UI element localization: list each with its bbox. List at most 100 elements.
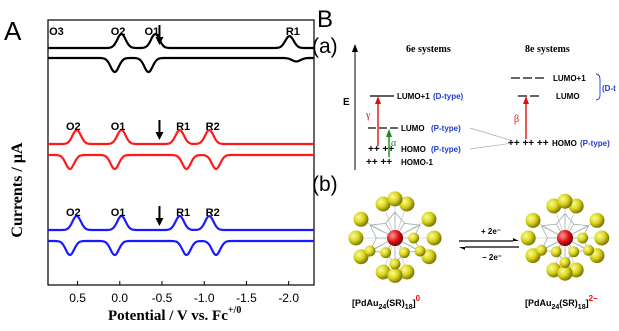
au-atom xyxy=(380,247,392,259)
au-atom xyxy=(568,246,580,258)
au-atom xyxy=(387,267,403,283)
au-atom xyxy=(421,249,437,265)
au-atom xyxy=(535,244,547,256)
bond xyxy=(369,224,377,239)
formula-left: [PdAu24(SR)18]0 xyxy=(352,294,421,311)
scan-arrow-head xyxy=(155,37,164,45)
x-tick-label: -1.0 xyxy=(194,291,215,305)
energy-axis: E xyxy=(343,44,358,170)
x-tick-labels: 0.5 0.0 -0.5 -1.0 -1.5 -2.0 xyxy=(69,291,299,305)
scan-arrow-head xyxy=(155,132,164,140)
au-atom xyxy=(399,196,415,212)
x-tick-marks xyxy=(77,281,290,285)
au-atom xyxy=(353,249,369,265)
bond xyxy=(541,225,548,239)
bond xyxy=(573,223,589,227)
au-atom xyxy=(353,211,369,227)
electrons-homo-6e: ++ ++ xyxy=(368,144,394,155)
cv-curves xyxy=(48,32,314,257)
au-atom xyxy=(398,247,410,259)
au-atom xyxy=(414,245,426,257)
peak-label: O2 xyxy=(66,121,81,133)
label-homo-8e: HOMO xyxy=(552,139,577,148)
bond xyxy=(394,211,405,224)
peak-label: O1 xyxy=(111,207,126,219)
symbol-beta: β xyxy=(514,114,519,125)
au-atom xyxy=(421,211,437,227)
symbol-alpha: α xyxy=(391,138,397,149)
label-homo1-6e: HOMO-1 xyxy=(401,158,434,167)
x-tick-label: -0.5 xyxy=(152,291,173,305)
energy-axis-label: E xyxy=(343,97,350,108)
label-lumo-8e: LUMO xyxy=(556,92,580,101)
scan-arrows xyxy=(155,25,164,226)
type-homo-8e: (P-type) xyxy=(580,139,610,148)
au-atom xyxy=(546,198,562,214)
au-atom xyxy=(557,265,573,281)
label-lumo1-6e: LUMO+1 xyxy=(397,92,430,101)
au-atom xyxy=(399,264,415,280)
title-6e: 6e systems xyxy=(406,44,451,55)
cv-trace-forward xyxy=(48,214,314,232)
au-atom xyxy=(568,198,584,214)
x-tick-label: -2.0 xyxy=(278,291,299,305)
y-axis-label: Currents / µA xyxy=(9,142,26,238)
peak-label: O3 xyxy=(49,26,64,38)
peak-label: R1 xyxy=(286,26,300,38)
peak-label: O1 xyxy=(111,121,126,133)
panel-a: A Currents / µA 0.5 0.0 -0.5 -1.0 -1.5 -2.0 O… xyxy=(4,16,315,324)
au-atom xyxy=(387,191,403,207)
au-atom xyxy=(348,230,364,246)
peak-label: R1 xyxy=(176,121,190,133)
bond xyxy=(369,223,386,226)
bond xyxy=(385,211,396,224)
pd-atom xyxy=(557,230,573,246)
au-atom xyxy=(426,230,442,246)
cv-trace-reverse xyxy=(48,153,314,171)
peak-label: O1 xyxy=(145,26,160,38)
x-tick-label: 0.5 xyxy=(69,291,86,305)
electrons-homo-8e: ++ ++ ++ xyxy=(508,138,549,149)
title-8e: 8e systems xyxy=(525,44,570,55)
au-atom xyxy=(375,264,391,280)
x-axis-label: Potential / V vs. Fc+/0 xyxy=(108,305,241,324)
panel-b: B (a) (b) 6e systems 8e systems E LUMO+1… xyxy=(312,6,616,311)
correlation-line-2 xyxy=(469,142,514,150)
panel-b-letter: B xyxy=(317,6,333,33)
bond xyxy=(404,223,421,226)
au-atom xyxy=(594,230,610,246)
au-atom xyxy=(389,258,401,270)
peak-label: R2 xyxy=(206,121,220,133)
type-homo-6e: (P-type) xyxy=(431,145,461,154)
type-lumo-6e: (P-type) xyxy=(431,124,461,133)
cv-trace-reverse xyxy=(48,239,314,257)
reaction-reverse: − 2e⁻ xyxy=(482,253,502,262)
plot-frame xyxy=(47,19,315,286)
cv-trace-forward xyxy=(48,32,314,50)
cv-trace-reverse xyxy=(48,56,314,74)
reaction-arrows: + 2e⁻ − 2e⁻ xyxy=(459,227,519,262)
au-atom xyxy=(589,212,605,228)
type-lumo1-6e: (D-type) xyxy=(433,92,464,101)
reaction-forward: + 2e⁻ xyxy=(481,227,501,236)
cluster-right xyxy=(520,193,610,281)
au-atom xyxy=(408,232,420,244)
peak-label: R2 xyxy=(206,207,220,219)
au-atom xyxy=(550,246,562,258)
bond xyxy=(541,223,557,227)
bond xyxy=(555,213,566,225)
levels-6e: LUMO+1 (D-type) LUMO (P-type) ++ ++ HOMO… xyxy=(365,92,464,168)
x-axis-label-main: Potential / V vs. Fc xyxy=(108,308,228,324)
cv-trace-forward xyxy=(48,128,314,146)
symbol-gamma: γ xyxy=(365,110,371,121)
x-tick-label: 0.0 xyxy=(111,291,128,305)
panel-a-letter: A xyxy=(4,16,22,46)
formula-right: [PdAu24(SR)18]2− xyxy=(525,294,598,311)
peak-label: R1 xyxy=(176,207,190,219)
levels-8e: LUMO+1 LUMO (D-t ++ ++ ++ HOMO (P-type) … xyxy=(508,73,616,149)
x-axis-label-sup: +/0 xyxy=(228,305,241,316)
peak-label: O2 xyxy=(111,26,126,38)
au-atom xyxy=(583,244,595,256)
cluster-left xyxy=(348,191,442,283)
